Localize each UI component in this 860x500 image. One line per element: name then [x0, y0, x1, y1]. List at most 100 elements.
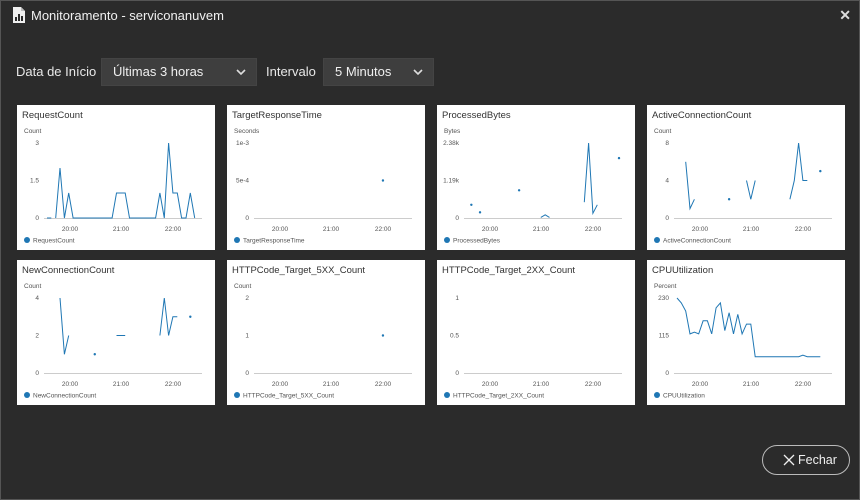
chart-plot: Count 0 1.5 3 20:00 21:00 22:00 RequestCount	[24, 128, 202, 245]
close-icon[interactable]: ✕	[839, 7, 851, 23]
y-tick-label: 1	[455, 295, 459, 302]
y-tick-label: 230	[658, 295, 669, 302]
y-tick-label: 0	[665, 370, 669, 377]
chart-title: RequestCount	[22, 110, 83, 121]
legend-swatch[interactable]	[444, 237, 450, 243]
y-tick-label: 4	[665, 178, 669, 185]
legend-label[interactable]: ActiveConnectionCount	[663, 238, 731, 245]
dialog-title: Monitoramento - serviconanuvem	[31, 8, 224, 23]
close-icon	[783, 454, 795, 466]
x-tick-label: 20:00	[482, 226, 499, 233]
start-date-value: Últimas 3 horas	[113, 64, 204, 79]
legend-label[interactable]: RequestCount	[33, 238, 75, 245]
y-tick-label: 0.5	[450, 333, 459, 340]
chart-title: ActiveConnectionCount	[652, 110, 752, 121]
legend-swatch[interactable]	[234, 392, 240, 398]
y-tick-label: 2.38k	[443, 140, 460, 147]
y-tick-label: 5e-4	[236, 178, 249, 185]
y-tick-label: 2	[35, 333, 39, 340]
series-line	[746, 180, 756, 200]
x-tick-label: 20:00	[482, 381, 499, 388]
legend-swatch[interactable]	[234, 237, 240, 243]
chevron-down-icon	[236, 69, 246, 76]
axis-unit-label: Count	[654, 128, 672, 135]
series-line	[685, 161, 695, 211]
y-tick-label: 1.5	[30, 178, 39, 185]
chart-plot: Bytes 0 1.19k 2.38k 20:00 21:00 22:00 Processed…	[443, 128, 622, 245]
legend-swatch[interactable]	[654, 237, 660, 243]
data-point	[819, 169, 822, 173]
x-tick-label: 20:00	[692, 381, 709, 388]
data-point	[93, 353, 96, 356]
y-tick-label: 8	[665, 140, 669, 147]
y-tick-label: 4	[35, 295, 39, 302]
x-tick-label: 20:00	[692, 226, 709, 233]
legend-label[interactable]: HTTPCode_Target_5XX_Count	[243, 393, 334, 400]
legend-label[interactable]: NewConnectionCount	[33, 393, 96, 400]
document-chart-icon	[13, 7, 25, 23]
x-tick-label: 20:00	[272, 226, 289, 233]
legend-swatch[interactable]	[444, 392, 450, 398]
axis-unit-label: Percent	[654, 283, 677, 290]
series-line	[159, 297, 178, 336]
chart-title: HTTPCode_Target_5XX_Count	[232, 265, 366, 276]
y-tick-label: 1	[245, 333, 249, 340]
series-line	[540, 214, 550, 218]
x-tick-label: 21:00	[113, 226, 130, 233]
x-tick-label: 22:00	[795, 226, 812, 233]
chart-plot: Count 0 2 4 20:00 21:00 22:00 NewConnectionCoun…	[24, 283, 202, 400]
x-tick-label: 20:00	[272, 381, 289, 388]
interval-value: 5 Minutos	[335, 64, 392, 79]
y-tick-label: 0	[245, 370, 249, 377]
axis-unit-label: Count	[234, 283, 252, 290]
data-point	[727, 198, 731, 201]
chart-plot: Count 0 1 2 20:00 21:00 22:00 HTTPCode_Target_5…	[234, 283, 412, 400]
x-tick-label: 22:00	[795, 381, 812, 388]
axis-unit-label: Count	[24, 283, 42, 290]
chart-title: TargetResponseTime	[232, 110, 322, 121]
x-tick-label: 20:00	[62, 381, 79, 388]
chart-plot: 0 0.5 1 20:00 21:00 22:00 HTTPCode_Target_2XX_…	[444, 295, 622, 400]
y-tick-label: 3	[35, 140, 39, 147]
data-point	[478, 211, 482, 214]
x-tick-label: 21:00	[743, 226, 760, 233]
y-tick-label: 0	[245, 215, 249, 222]
legend-swatch[interactable]	[654, 392, 660, 398]
start-date-label: Data de Início	[16, 64, 97, 79]
interval-select[interactable]: 5 Minutos	[323, 58, 434, 86]
legend-label[interactable]: ProcessedBytes	[453, 238, 501, 245]
chart-plot: Seconds 0 5e-4 1e-3 20:00 21:00 22:00 TargetRes…	[234, 128, 412, 245]
series-line	[676, 297, 821, 358]
chart-card: HTTPCode_Target_2XX_Count 0 0.5 1 20:00 21:00…	[437, 260, 635, 405]
chart-title: CPUUtilization	[652, 265, 714, 276]
legend-label[interactable]: HTTPCode_Target_2XX_Count	[453, 393, 544, 400]
legend-swatch[interactable]	[24, 392, 30, 398]
x-tick-label: 22:00	[585, 226, 602, 233]
chart-card: NewConnectionCount Count 0 2 4 20:00 21:00 22:0…	[17, 260, 215, 405]
chart-card: CPUUtilization Percent 0 115 230 20:00 21:00 22…	[647, 260, 845, 405]
close-button[interactable]: Fechar	[762, 445, 850, 475]
x-tick-label: 21:00	[533, 226, 550, 233]
data-point	[517, 189, 521, 192]
legend-label[interactable]: TargetResponseTime	[243, 238, 305, 245]
legend-swatch[interactable]	[24, 237, 30, 243]
start-date-select[interactable]: Últimas 3 horas	[101, 58, 257, 86]
x-tick-label: 21:00	[323, 226, 340, 233]
close-button-label: Fechar	[798, 453, 837, 467]
chart-card: TargetResponseTime Seconds 0 5e-4 1e-3 20:00 2…	[227, 105, 425, 250]
x-tick-label: 22:00	[375, 226, 392, 233]
chart-card: ActiveConnectionCount Count 0 4 8 20:00 21:00 2…	[647, 105, 845, 250]
chevron-down-icon	[413, 69, 423, 76]
y-tick-label: 0	[665, 215, 669, 222]
chart-card: ProcessedBytes Bytes 0 1.19k 2.38k 20:00 21:00…	[437, 105, 635, 250]
x-tick-label: 21:00	[113, 381, 130, 388]
y-tick-label: 0	[35, 370, 39, 377]
data-point	[381, 334, 385, 337]
y-tick-label: 0	[35, 215, 39, 222]
x-tick-label: 22:00	[165, 381, 182, 388]
data-point	[381, 179, 385, 182]
legend-label[interactable]: CPUUtilization	[663, 393, 705, 400]
chart-title: ProcessedBytes	[442, 110, 511, 121]
chart-title: HTTPCode_Target_2XX_Count	[442, 265, 576, 276]
